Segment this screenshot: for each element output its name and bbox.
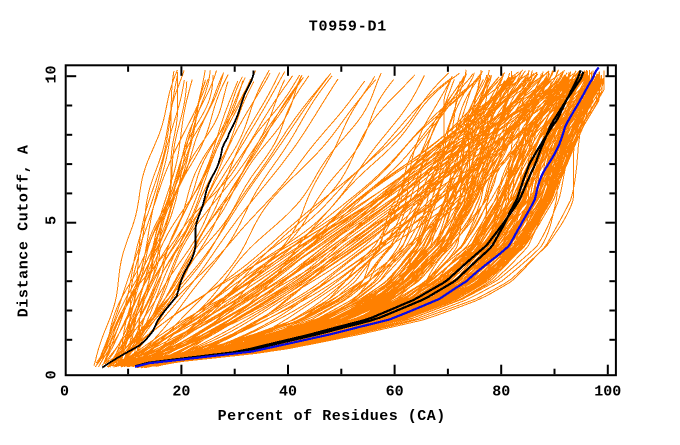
svg-text:T0959-D1: T0959-D1	[309, 19, 387, 36]
svg-text:60: 60	[386, 383, 404, 400]
svg-text:0: 0	[44, 370, 61, 379]
svg-text:10: 10	[44, 65, 61, 83]
svg-text:80: 80	[492, 383, 510, 400]
svg-text:20: 20	[172, 383, 190, 400]
svg-text:5: 5	[44, 216, 61, 225]
svg-text:40: 40	[279, 383, 297, 400]
svg-text:0: 0	[60, 383, 69, 400]
svg-text:100: 100	[594, 383, 621, 400]
svg-text:Distance Cutoff, A: Distance Cutoff, A	[16, 144, 33, 317]
svg-text:Percent of Residues (CA): Percent of Residues (CA)	[218, 408, 446, 425]
